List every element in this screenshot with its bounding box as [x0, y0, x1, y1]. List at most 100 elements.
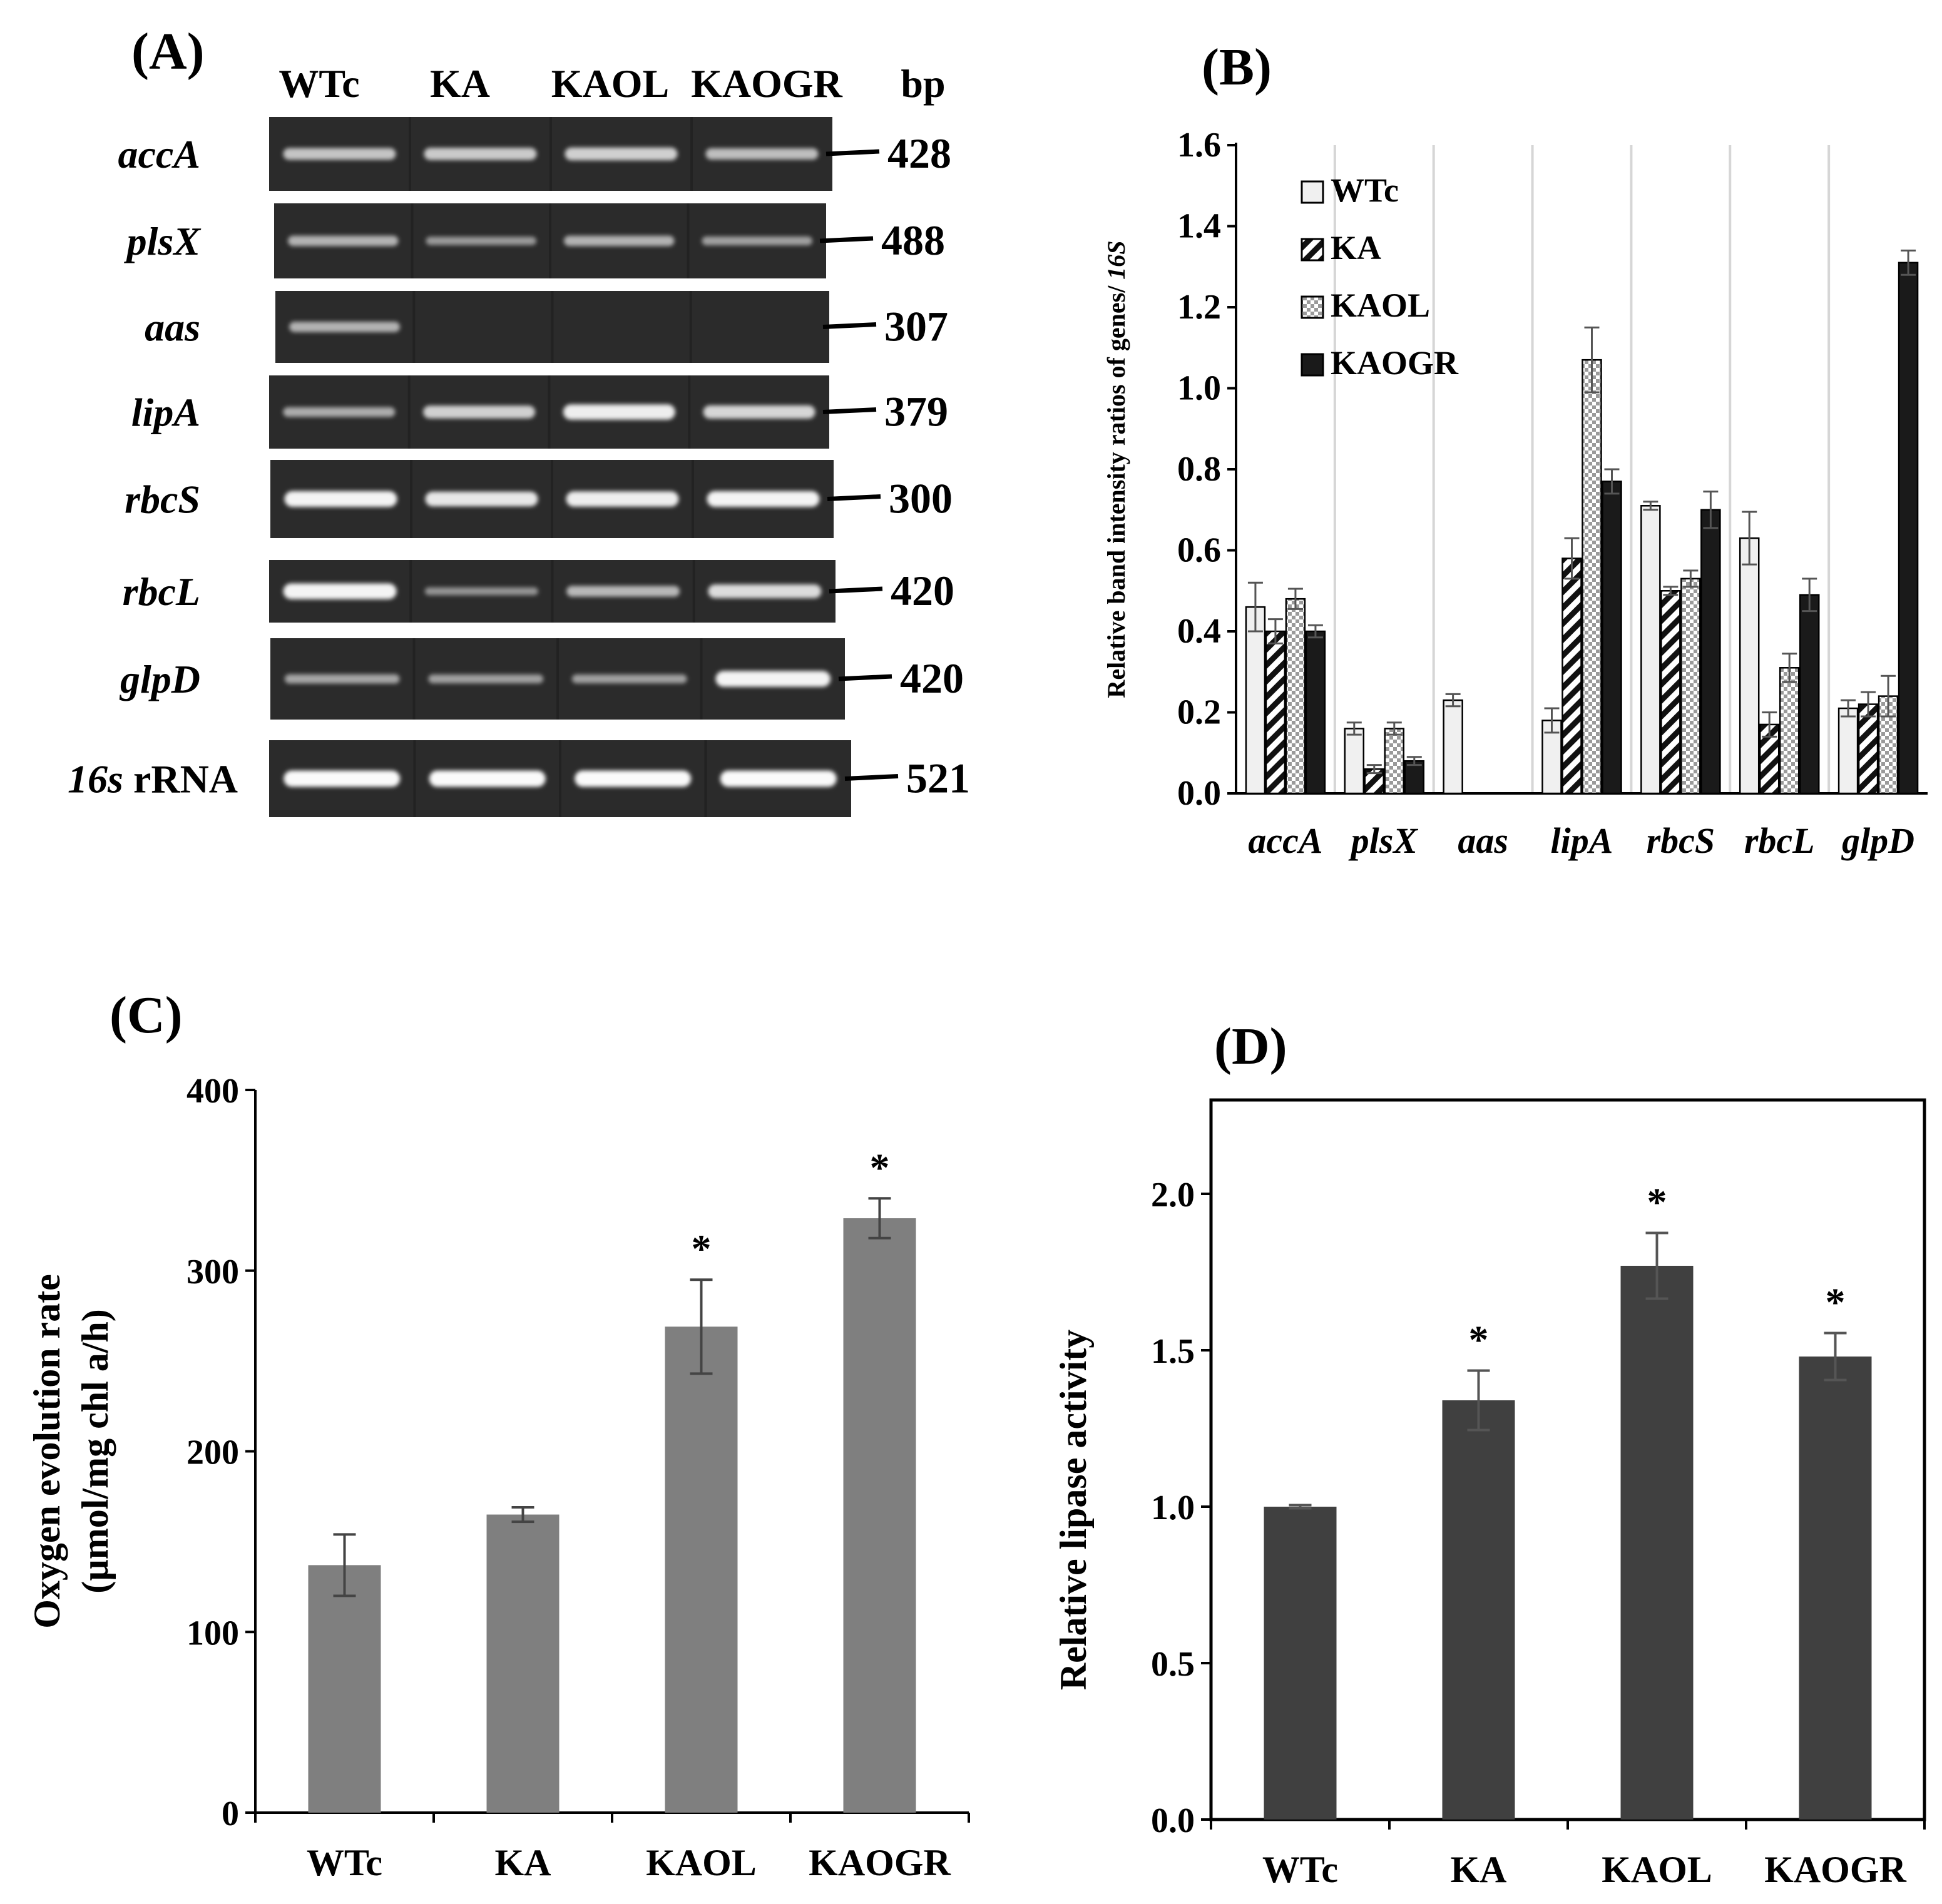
bar-kaol — [665, 1326, 738, 1813]
bp-value-acca: 428 — [887, 130, 951, 177]
y-axis-label: Relative band intensity ratios of genes/… — [1102, 240, 1130, 698]
gel-lane-separator — [409, 117, 411, 191]
gel-band-kaol — [565, 147, 678, 161]
y-tick-label: 400 — [187, 1072, 239, 1111]
gel-row-rbcl: rbcL 420 — [123, 560, 954, 623]
y-tick-label: 300 — [187, 1253, 239, 1291]
gel-lane-separator — [551, 560, 554, 623]
bar-rbcl-wtc — [1739, 537, 1760, 795]
chart-c-plot: 0 100 200 300 400 WTc KA * KAOL * KAOGR Oxygen evol… — [26, 1072, 970, 1883]
bar-rbcs-kaol — [1680, 578, 1701, 795]
bar-wtc — [1264, 1507, 1337, 1820]
bar-lipa-ka — [1561, 557, 1582, 795]
gel-lane-separator — [409, 560, 412, 623]
significance-ka: * — [1469, 1318, 1489, 1362]
panel-a-gel: (A) WTc KA KAOL KAOGR bp accA 428 plsX 488 aas 30… — [68, 23, 970, 817]
gel-row-rbcs: rbcS 300 — [125, 460, 953, 538]
bp-header: bp — [901, 61, 945, 106]
x-category-kaol: KAOL — [1602, 1849, 1712, 1890]
gel-band-kaol — [563, 404, 675, 420]
bp-value-glpd: 420 — [900, 654, 964, 702]
x-category-rbcl: rbcL — [1744, 820, 1815, 861]
gel-band-ka — [428, 675, 544, 683]
gel-band-wtc — [283, 583, 397, 599]
gel-band-kaol — [575, 770, 692, 787]
y-axis-label: Relative lipase activity — [1053, 1330, 1094, 1691]
gel-band-wtc — [289, 322, 401, 332]
bar-plsx-kaol — [1384, 728, 1405, 795]
gel-band-wtc — [283, 407, 396, 417]
y-tick-label: 1.2 — [1177, 288, 1221, 327]
y-tick-label: 1.0 — [1177, 369, 1221, 408]
bp-marker-line — [827, 494, 881, 501]
legend-label-wtc: WTc — [1331, 171, 1399, 209]
gene-label-plsx: plsX — [124, 219, 202, 263]
panel-b-label: (B) — [1202, 38, 1272, 96]
significance-kaogr: * — [870, 1145, 890, 1189]
bar-kaogr — [1799, 1357, 1872, 1820]
gel-band-ka — [423, 405, 536, 419]
legend-swatch-ka — [1301, 238, 1324, 262]
gel-lane-separator — [687, 203, 690, 278]
gene-name: plsX — [124, 219, 202, 263]
lane-header-kaol: KAOL — [551, 61, 669, 106]
bar-glpd-ka — [1858, 703, 1879, 795]
gene-suffix: rRNA — [123, 757, 238, 802]
legend-swatch-kaol — [1301, 295, 1324, 319]
bp-marker-line — [844, 774, 899, 781]
bar-acca-ka — [1265, 630, 1286, 795]
x-category-wtc: WTc — [1262, 1849, 1338, 1890]
gel-row-plsx: plsX 488 — [124, 203, 945, 278]
gel-lane-separator — [549, 117, 552, 191]
gene-label-rbcl: rbcL — [123, 569, 200, 614]
y-tick-label: 0.2 — [1177, 693, 1221, 732]
x-category-aas: aas — [1458, 820, 1508, 861]
panel-d-label: (D) — [1214, 1017, 1287, 1076]
bar-kaol — [1620, 1266, 1694, 1820]
gel-lane-separator — [692, 560, 695, 623]
gel-lane-separator — [689, 291, 692, 363]
gel-band-wtc — [284, 491, 397, 507]
gene-name: lipA — [131, 390, 200, 435]
gel-lane-separator — [704, 740, 707, 817]
gel-band-kaogr — [707, 491, 820, 507]
gel-band-kaogr — [702, 237, 812, 245]
y-axis-label-line2: (µmol/mg chl a/h) — [74, 1309, 116, 1594]
gel-band-kaogr — [715, 671, 831, 687]
y-tick-label: 2.0 — [1151, 1176, 1195, 1214]
gel-lane-separator — [412, 638, 416, 720]
gene-name: rbcS — [125, 477, 200, 522]
bar-rbcs-wtc — [1640, 505, 1661, 795]
gel-lane-separator — [548, 375, 551, 449]
gene-label-lipa: lipA — [131, 390, 200, 435]
x-category-wtc: WTc — [307, 1842, 382, 1883]
gel-lane-separator — [551, 291, 554, 363]
x-category-plsx: plsX — [1348, 820, 1419, 861]
gel-lane-separator — [556, 638, 559, 720]
bp-marker-line — [822, 407, 877, 414]
x-category-kaogr: KAOGR — [1764, 1849, 1906, 1890]
significance-kaogr: * — [1826, 1280, 1846, 1325]
gel-lane-separator — [407, 375, 411, 449]
gel-band-ka — [429, 770, 546, 787]
lane-headers: WTc KA KAOL KAOGR bp — [279, 61, 945, 106]
y-tick-label: 1.0 — [1151, 1489, 1195, 1527]
legend-swatch-kaogr — [1301, 353, 1324, 377]
gel-row-glpd: glpD 420 — [119, 638, 964, 720]
x-category-ka: KA — [1451, 1849, 1507, 1890]
bar-ka — [1442, 1400, 1515, 1820]
x-category-rbcs: rbcS — [1647, 820, 1715, 861]
gel-lane-separator — [412, 291, 416, 363]
bp-marker-line — [829, 586, 883, 594]
panel-a-label: (A) — [131, 23, 205, 81]
significance-kaol: * — [1647, 1180, 1667, 1224]
bp-value-rbcl: 420 — [891, 567, 954, 614]
gene-label-16s: 16s rRNA — [68, 757, 238, 802]
gel-band-wtc — [284, 674, 400, 684]
gene-label-aas: aas — [145, 305, 200, 350]
bp-marker-line — [838, 674, 892, 681]
legend-label-kaol: KAOL — [1331, 287, 1430, 324]
bar-acca-kaogr — [1305, 630, 1326, 795]
gel-band-kaogr — [703, 405, 815, 419]
